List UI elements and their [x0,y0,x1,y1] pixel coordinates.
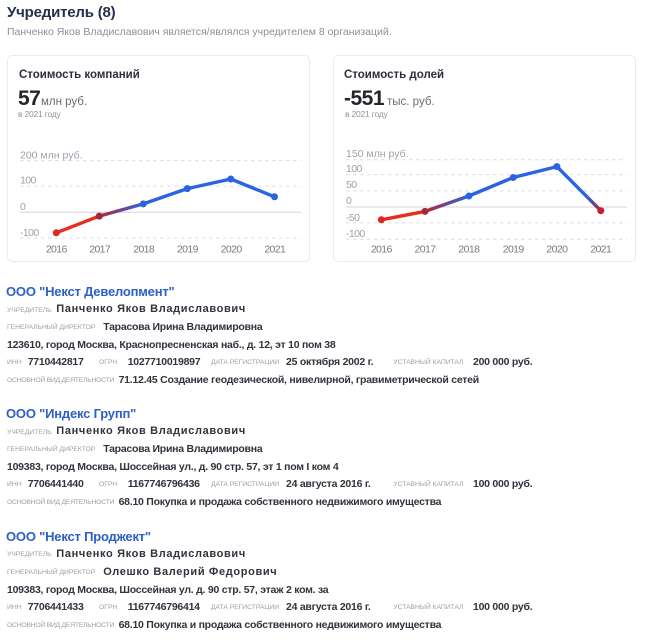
svg-text:2020: 2020 [221,244,243,256]
svg-text:200 млн руб.: 200 млн руб. [20,150,83,162]
svg-text:0: 0 [346,195,352,207]
svg-text:2017: 2017 [89,244,111,256]
svg-text:2019: 2019 [503,244,525,256]
svg-text:2018: 2018 [458,244,480,256]
svg-text:0: 0 [20,201,26,213]
svg-text:2021: 2021 [264,244,286,256]
svg-text:-50: -50 [346,212,360,224]
svg-text:50: 50 [346,179,357,191]
svg-text:2018: 2018 [133,244,155,256]
svg-text:2017: 2017 [415,244,437,256]
svg-text:100: 100 [20,175,36,187]
svg-text:2019: 2019 [177,244,199,256]
svg-text:2020: 2020 [546,244,568,256]
svg-text:2016: 2016 [46,244,68,256]
svg-text:100: 100 [346,163,362,175]
svg-text:2016: 2016 [371,244,393,256]
svg-text:150 млн руб.: 150 млн руб. [346,148,409,160]
svg-text:-100: -100 [20,227,39,239]
svg-text:-100: -100 [346,228,365,240]
svg-text:2021: 2021 [590,244,612,256]
